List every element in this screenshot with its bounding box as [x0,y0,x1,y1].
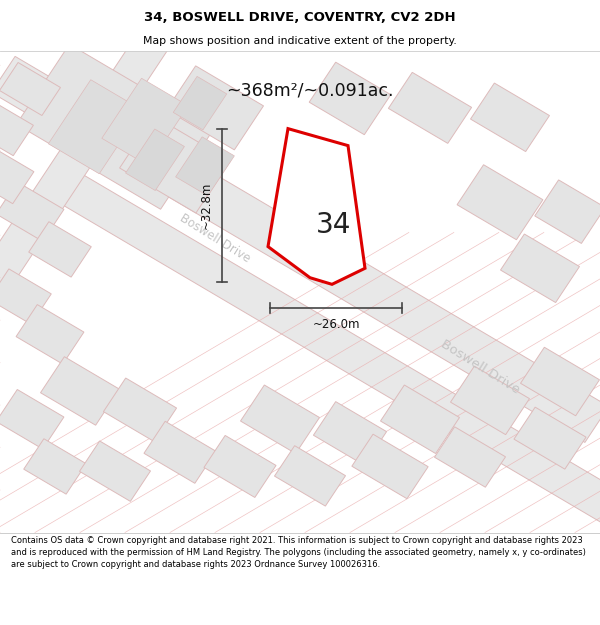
Polygon shape [470,83,550,151]
Polygon shape [313,402,386,465]
Polygon shape [241,385,319,454]
Polygon shape [521,348,599,416]
Polygon shape [144,421,216,483]
Text: Boswell Drive: Boswell Drive [438,338,522,397]
Polygon shape [451,366,529,434]
Polygon shape [500,234,580,302]
Polygon shape [102,78,188,166]
Polygon shape [268,129,365,284]
Polygon shape [535,180,600,243]
Polygon shape [24,439,86,494]
Polygon shape [309,62,391,135]
Polygon shape [49,80,142,174]
Polygon shape [0,62,61,116]
Polygon shape [0,0,290,425]
Polygon shape [0,144,34,204]
Text: Map shows position and indicative extent of the property.: Map shows position and indicative extent… [143,36,457,46]
Polygon shape [457,165,543,240]
Polygon shape [0,389,64,449]
Text: ~26.0m: ~26.0m [312,318,360,331]
Polygon shape [352,434,428,499]
Polygon shape [16,44,214,209]
Polygon shape [103,378,176,442]
Polygon shape [167,66,263,150]
Polygon shape [0,56,600,442]
Polygon shape [173,76,227,130]
Polygon shape [388,72,472,143]
Polygon shape [119,116,230,213]
Text: 34: 34 [316,211,351,239]
Polygon shape [380,385,460,454]
Polygon shape [176,137,235,196]
Text: 34, BOSWELL DRIVE, COVENTRY, CV2 2DH: 34, BOSWELL DRIVE, COVENTRY, CV2 2DH [144,11,456,24]
Text: ~368m²/~0.091ac.: ~368m²/~0.091ac. [226,82,394,100]
Polygon shape [29,222,91,277]
Polygon shape [43,163,600,543]
Polygon shape [125,129,184,191]
Text: Contains OS data © Crown copyright and database right 2021. This information is : Contains OS data © Crown copyright and d… [11,536,586,569]
Polygon shape [434,427,506,488]
Polygon shape [514,407,586,469]
Polygon shape [16,304,84,364]
Polygon shape [0,98,34,156]
Polygon shape [204,436,276,498]
Polygon shape [0,269,51,324]
Polygon shape [41,357,119,425]
Polygon shape [0,182,64,241]
Text: Boswell Drive: Boswell Drive [178,211,253,265]
Text: ~32.8m: ~32.8m [199,182,212,229]
Polygon shape [274,446,346,506]
Polygon shape [79,441,151,501]
